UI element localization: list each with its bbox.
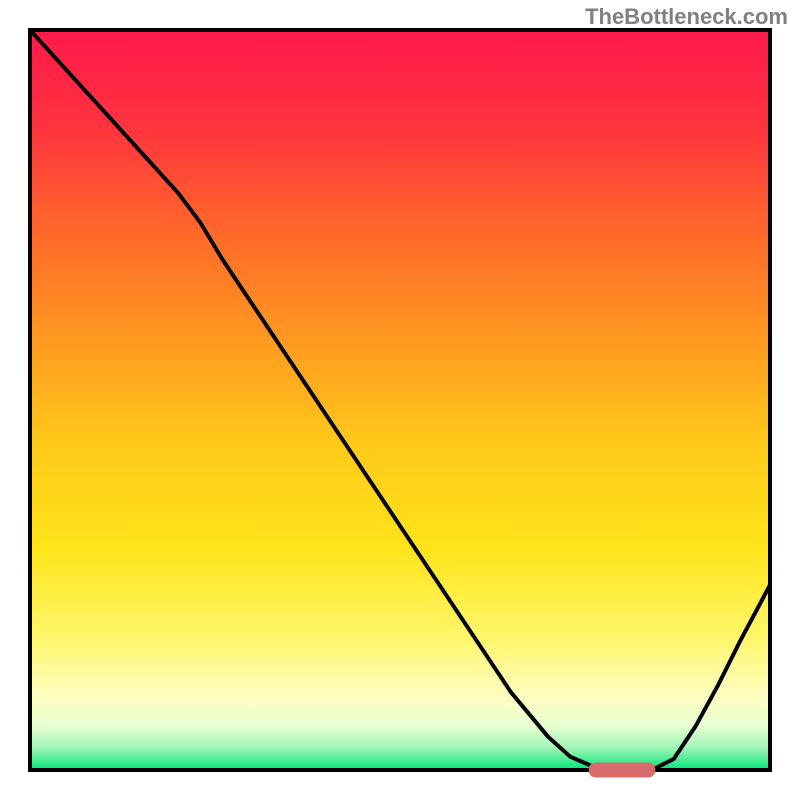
watermark-text: TheBottleneck.com <box>585 4 788 30</box>
bottleneck-chart <box>0 0 800 800</box>
chart-container: TheBottleneck.com <box>0 0 800 800</box>
